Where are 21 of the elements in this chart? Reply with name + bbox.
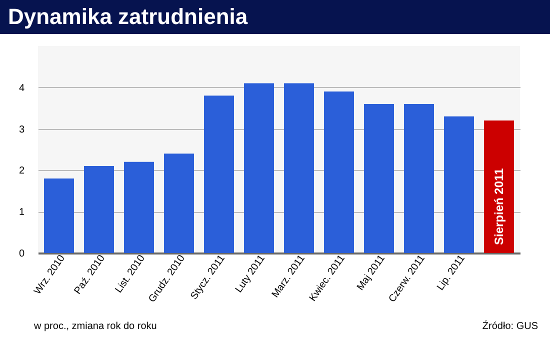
- bar: [44, 178, 74, 253]
- text: w proc., zmiana rok do roku: [33, 321, 157, 332]
- bar: [164, 154, 194, 253]
- bar: [364, 104, 394, 253]
- y-tick-label: 2: [18, 166, 25, 177]
- y-tick-label: 1: [18, 207, 25, 218]
- y-tick-label: 3: [18, 124, 25, 136]
- y-tick-label: 4: [18, 82, 25, 94]
- bar: [404, 104, 434, 253]
- text: Źródło: GUS: [482, 320, 538, 332]
- bar: [244, 83, 274, 253]
- bar: [204, 96, 234, 253]
- bar: [84, 166, 114, 253]
- y-tick-label: 0: [18, 248, 25, 260]
- bar: [324, 92, 354, 253]
- chart-title: Dynamika zatrudnienia: [8, 4, 248, 29]
- bar: [484, 120, 514, 253]
- bar: [124, 162, 154, 253]
- bar: [284, 83, 314, 253]
- bar: [444, 116, 474, 253]
- x-tick-label: Sierpień 2011: [492, 168, 506, 245]
